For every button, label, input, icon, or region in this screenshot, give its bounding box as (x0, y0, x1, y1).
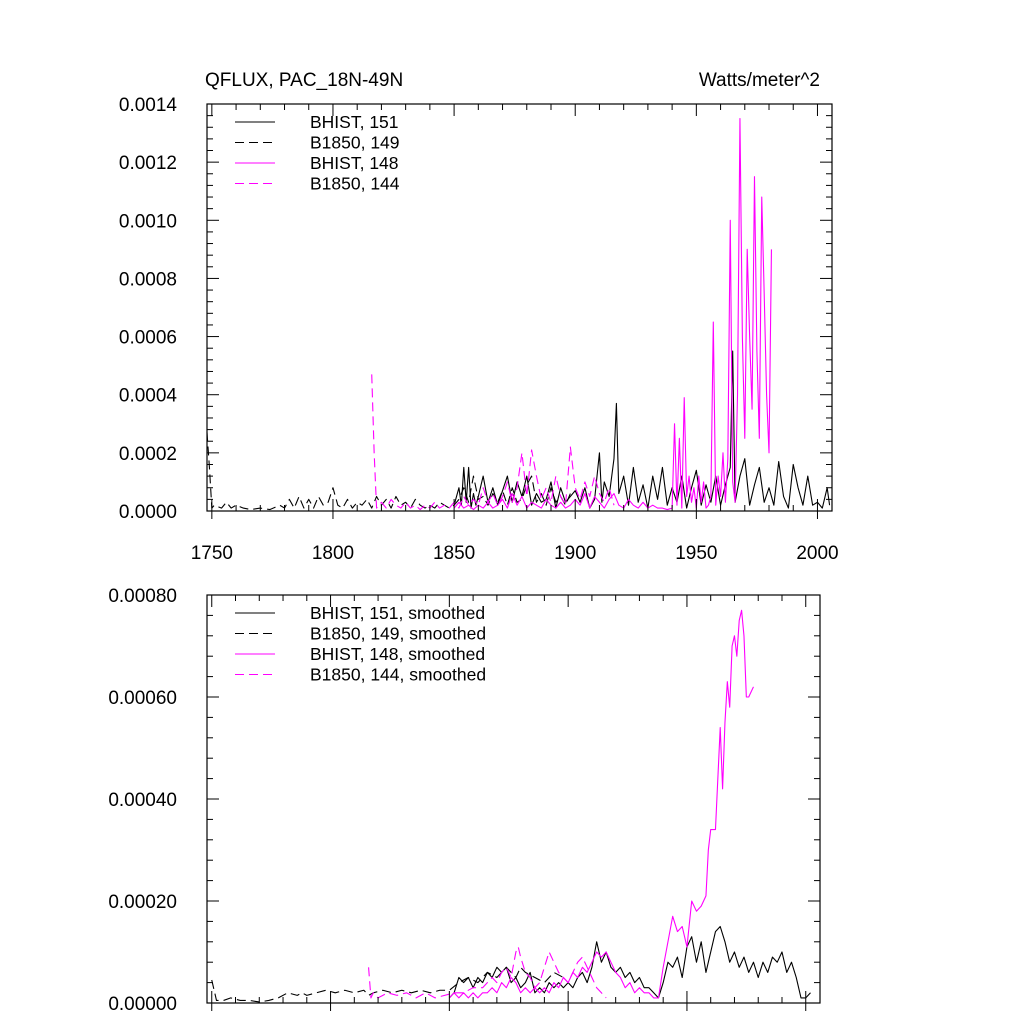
chart-title: QFLUX, PAC_18N-49N (205, 70, 403, 91)
x-tick-label-1850: 1850 (433, 543, 475, 564)
top-y-tick-label: 0.0006 (119, 328, 177, 349)
bottom-series-line-2 (448, 609, 754, 999)
bottom-legend-label-3: B1850, 144, smoothed (310, 665, 486, 685)
bottom-panel: 0.00000 0.00020 0.00040 0.00060 0.00080 BHIST… (108, 586, 821, 1015)
bottom-y-tick-label: 0.00040 (108, 790, 177, 811)
units-label: Watts/meter^2 (699, 70, 820, 91)
top-y-tick-label: 0.0004 (119, 386, 178, 407)
top-y-tick-label: 0.0000 (119, 502, 177, 523)
top-y-tick-label: 0.0014 (119, 95, 178, 116)
bottom-series-line-3 (368, 946, 607, 999)
top-legend-label-3: B1850, 144 (310, 174, 400, 194)
x-tick-label-1800: 1800 (312, 543, 354, 564)
top-series-line-1 (206, 432, 571, 511)
bottom-y-tick-label: 0.00060 (108, 688, 177, 709)
bottom-series-line-1 (211, 966, 564, 1003)
x-tick-label-2000: 2000 (796, 543, 838, 564)
top-y-tick-label: 0.0002 (119, 444, 177, 465)
top-legend-label-0: BHIST, 151 (310, 112, 399, 132)
top-y-tick-label: 0.0008 (119, 269, 177, 290)
bottom-y-tick-label: 0.00020 (108, 892, 177, 913)
bottom-plot-frame (206, 594, 821, 1004)
bottom-legend-label-0: BHIST, 151, smoothed (310, 603, 485, 623)
top-legend-label-1: B1850, 149 (310, 133, 400, 153)
top-y-tick-label: 0.0012 (119, 153, 177, 174)
x-tick-label-1750: 1750 (191, 543, 233, 564)
top-y-tick-label: 0.0010 (119, 211, 177, 232)
top-series-line-3 (371, 374, 615, 511)
bottom-legend-label-2: BHIST, 148, smoothed (310, 644, 485, 664)
bottom-y-tick-label: 0.00000 (108, 994, 177, 1015)
top-series-line-0 (453, 350, 831, 509)
bottom-legend-label-1: B1850, 149, smoothed (310, 624, 486, 644)
x-tick-label-1900: 1900 (554, 543, 596, 564)
top-legend-label-2: BHIST, 148 (310, 153, 399, 173)
top-plot-frame (206, 103, 833, 512)
bottom-series-line-0 (448, 925, 811, 999)
top-series-line-2 (453, 117, 772, 511)
x-tick-label-1950: 1950 (675, 543, 717, 564)
top-panel: 1750 1800 1850 1900 1950 2000 0.0000 0.0002 0.00… (119, 95, 839, 564)
bottom-y-tick-label: 0.00080 (108, 586, 177, 607)
